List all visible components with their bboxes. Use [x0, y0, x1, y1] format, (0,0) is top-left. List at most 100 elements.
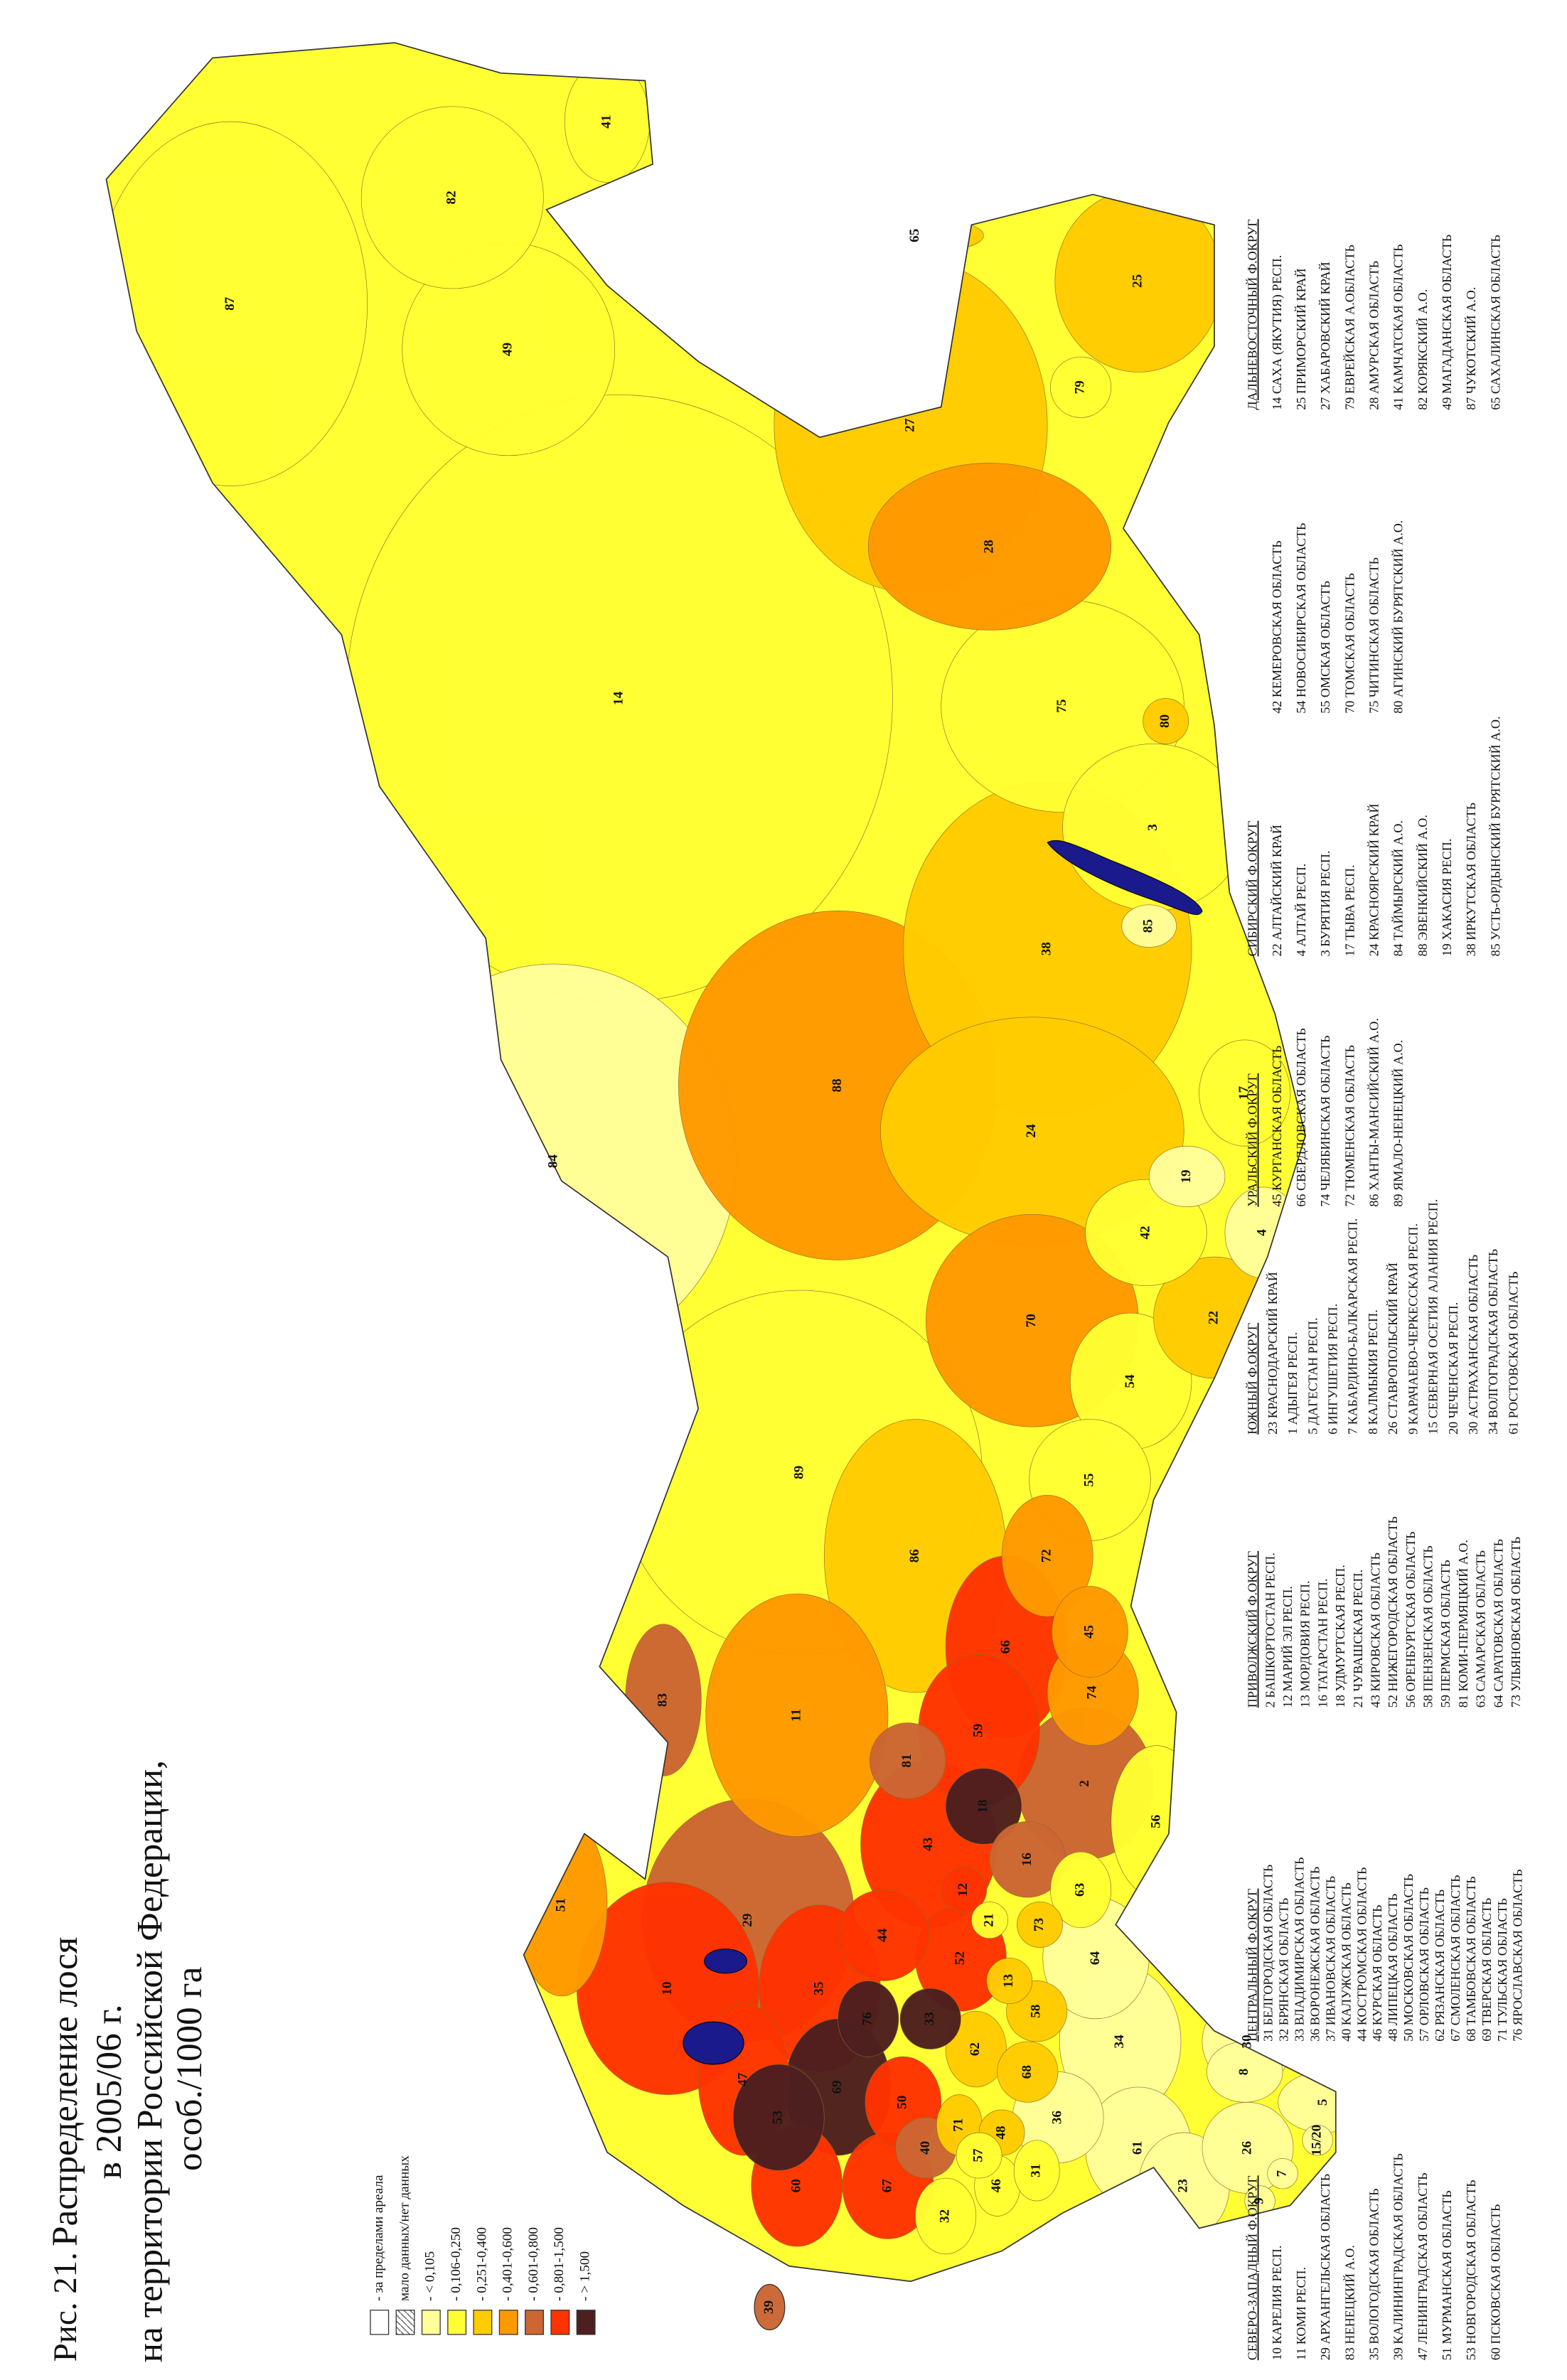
legend-label: - за пределами ареала [371, 2175, 386, 2301]
region-label: 74 [1085, 1685, 1100, 1700]
region-area [360, 106, 544, 289]
legend-swatch [395, 2310, 415, 2335]
region-label: 11 [788, 1709, 803, 1722]
district-item: 58 ПЕНЗЕНСКАЯ ОБЛАСТЬ [1421, 1545, 1435, 1708]
district-item: 10 КАРЕЛИЯ РЕСП. [1270, 2246, 1284, 2361]
district-item: 16 ТАТАРСТАН РЕСП. [1315, 1578, 1330, 1708]
region-label: 40 [918, 2141, 933, 2155]
region-area [1050, 1851, 1112, 1929]
region-label: 17 [1236, 1086, 1251, 1100]
district-title: УРАЛЬСКИЙ Ф.ОКРУГ [1246, 1073, 1260, 1207]
region-label: 80 [1157, 714, 1172, 728]
district-item: 71 ТУЛЬСКАЯ ОБЛАСТЬ [1495, 1898, 1509, 2042]
region-label: 51 [553, 1898, 568, 1912]
district-title: ПРИВОЛЖСКИЙ Ф.ОКРУГ [1246, 1551, 1260, 1708]
region-area [945, 2010, 1007, 2088]
figure-label: Рис. 21. [47, 2252, 84, 2362]
district-item: 73 УЛЬЯНОВСКАЯ ОБЛАСТЬ [1509, 1537, 1523, 1708]
region-area [838, 1889, 929, 1981]
legend-label: - > 1,500 [578, 2251, 593, 2301]
district-item: 22 АЛТАЙСКИЙ КРАЙ [1270, 825, 1284, 956]
region-label: 81 [899, 1754, 914, 1767]
region-label: 3 [1145, 824, 1160, 831]
region-label: 65 [907, 229, 922, 242]
district-item: 51 МУРМАНСКАЯ ОБЛАСТЬ [1440, 2190, 1454, 2360]
region-label: 19 [1179, 1169, 1194, 1183]
title-line: Распределение лося [45, 1937, 85, 2246]
district-item: 66 СВЕРДЛОВСКАЯ ОБЛАСТЬ [1294, 1028, 1308, 1206]
district-item: 64 САРАТОВСКАЯ ОБЛАСТЬ [1491, 1539, 1505, 1708]
district-item: 33 ВЛАДИМИРСКАЯ ОБЛАСТЬ [1292, 1858, 1306, 2042]
region-area [986, 1958, 1033, 2004]
district-item: 28 АМУРСКАЯ ОБЛАСТЬ [1367, 261, 1381, 410]
region-label: 88 [830, 1078, 845, 1092]
legend-swatch [550, 2310, 570, 2335]
region-label: 32 [938, 2209, 953, 2223]
district-item: 36 ВОРОНЕЖСКАЯ ОБЛАСТЬ [1307, 1867, 1322, 2042]
region-area [1050, 356, 1112, 418]
region-area [941, 1867, 988, 1913]
district-item: 38 ИРКУТСКАЯ ОБЛАСТЬ [1464, 803, 1478, 956]
region-area [1143, 698, 1189, 744]
region-label: 12 [956, 1883, 970, 1897]
region-label: 66 [998, 1640, 1013, 1654]
region-label: 53 [771, 2111, 786, 2124]
region-label: 69 [830, 2080, 845, 2094]
region-label: 33 [922, 2012, 937, 2025]
legend-label: - 0,401-0,600 [501, 2227, 515, 2301]
district-item: 83 НЕНЕЦКИЙ А.О. [1342, 2245, 1357, 2360]
district-item: 17 ТЫВА РЕСП. [1342, 864, 1357, 956]
district-title: СИБИРСКИЙ Ф.ОКРУГ [1246, 821, 1260, 957]
district-item: 18 УДМУРТСКАЯ РЕСП. [1333, 1565, 1347, 1708]
district-title: ЦЕНТРАЛЬНЫЙ Ф.ОКРУГ [1246, 1889, 1260, 2042]
region-area [1085, 1179, 1207, 1286]
district-item: 80 АГИНСКИЙ БУРЯТСКИЙ А.О. [1391, 520, 1406, 714]
region-area [956, 2132, 1002, 2179]
region-label: 55 [1081, 1473, 1096, 1486]
region-label: 10 [660, 1982, 675, 1995]
lake-onega [704, 1949, 747, 1974]
district-item: 56 ОРЕНБУРГСКАЯ ОБЛАСТЬ [1403, 1531, 1418, 1708]
legend-swatch [525, 2310, 544, 2335]
district-item: 27 ХАБАРОВСКИЙ КРАЙ [1318, 262, 1332, 410]
region-label: 42 [1138, 1226, 1152, 1239]
region-area [732, 2064, 825, 2171]
region-label: 43 [921, 1838, 936, 1851]
district-item: 40 КАЛУЖСКАЯ ОБЛАСТЬ [1339, 1882, 1353, 2042]
legend-swatch [447, 2310, 467, 2335]
region-label: 48 [994, 2126, 1009, 2139]
region-label: 25 [1130, 274, 1145, 288]
legend: - за пределами ареала мало данных/нет дан… [370, 2155, 596, 2335]
region-area [838, 1980, 899, 2057]
region-label: 2 [1077, 1780, 1092, 1787]
region-area [971, 1902, 1008, 1939]
district-item: 34 ВОЛГОГРАДСКАЯ ОБЛАСТЬ [1486, 1249, 1500, 1435]
region-area [997, 2041, 1059, 2103]
district-item: 44 КОСТРОМСКАЯ ОБЛАСТЬ [1354, 1867, 1369, 2042]
region-label: 59 [970, 1724, 985, 1737]
district-item: 82 КОРЯКСКИЙ А.О. [1416, 289, 1430, 410]
coastline [105, 42, 1337, 2283]
legend-swatch [370, 2310, 390, 2335]
region-label: 30 [1239, 2035, 1254, 2048]
region-label: 44 [875, 1928, 890, 1942]
region-label: 46 [989, 2179, 1004, 2193]
region-area [1267, 2157, 1298, 2189]
district-item: 55 ОМСКАЯ ОБЛАСТЬ [1318, 581, 1332, 714]
region-area [705, 1593, 889, 1837]
region-label: 34 [1112, 2035, 1127, 2049]
district-item: 54 НОВОСИБИРСКАЯ ОБЛАСТЬ [1294, 523, 1308, 714]
district-title: ЮЖНЫЙ Ф.ОКРУГ [1246, 1323, 1260, 1435]
region-label: 9 [1251, 2197, 1266, 2204]
region-label: 73 [1032, 1918, 1047, 1931]
district-item: 42 КЕМЕРОВСКАЯ ОБЛАСТЬ [1270, 540, 1284, 713]
district-item: 21 ЧУВАШСКАЯ РЕСП. [1351, 1570, 1365, 1708]
district-item: 13 МОРДОВИЯ РЕСП. [1298, 1580, 1312, 1708]
district-item: 6 ИНГУШЕТИЯ РЕСП. [1326, 1304, 1340, 1435]
district-item: 31 БЕЛГОРОДСКАЯ ОБЛАСТЬ [1261, 1865, 1275, 2042]
region-label: 57 [970, 2148, 985, 2162]
district-item: 46 КУРСКАЯ ОБЛАСТЬ [1370, 1904, 1384, 2042]
district-item: 47 ЛЕНИНГРАДСКАЯ ОБЛАСТЬ [1416, 2172, 1430, 2360]
legend-label: мало данных/нет данных [397, 2155, 412, 2301]
district-item: 62 РЯЗАНСКАЯ ОБЛАСТЬ [1433, 1889, 1447, 2042]
